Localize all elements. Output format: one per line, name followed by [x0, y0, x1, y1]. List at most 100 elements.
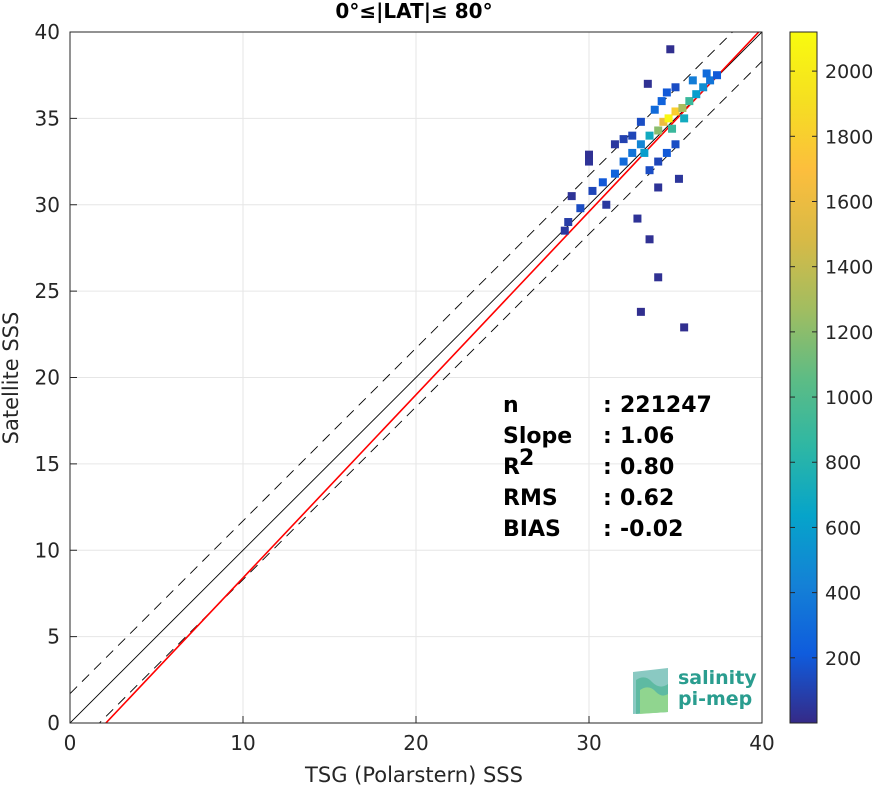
density-cell [688, 76, 697, 85]
stat-label-superscript: 2 [519, 446, 534, 471]
stat-value: 221247 [620, 393, 712, 418]
y-tick-label: 25 [35, 279, 60, 303]
density-cell [628, 148, 637, 157]
density-cell [671, 107, 680, 116]
logo-line2: pi-mep [678, 688, 752, 710]
density-cell [671, 83, 680, 92]
stat-value: 1.06 [620, 424, 674, 449]
colorbar-tick-label: 200 [825, 648, 861, 670]
colorbar-tick-label: 1800 [825, 126, 873, 148]
colorbar-tick-label: 600 [825, 517, 861, 539]
x-tick-label: 30 [576, 731, 601, 755]
logo-line1: salinity [678, 667, 757, 689]
density-cell [619, 157, 628, 166]
colorbar-tick-label: 400 [825, 583, 861, 605]
density-cell [585, 157, 593, 166]
density-cell [643, 79, 652, 88]
density-cell [654, 183, 663, 192]
density-cell [706, 76, 715, 85]
density-cell [636, 117, 645, 126]
colorbar-tick-label: 2000 [825, 61, 873, 83]
y-tick-label: 35 [35, 106, 60, 130]
y-tick-label: 20 [35, 366, 60, 390]
stat-label: R [503, 455, 520, 480]
density-cell [633, 214, 642, 223]
density-cell [610, 169, 619, 178]
density-cell [585, 150, 593, 159]
colorbar-tick-label: 1200 [825, 322, 873, 344]
x-axis-label: TSG (Polarstern) SSS [304, 763, 523, 787]
reference-line--2-sigma [98, 61, 762, 723]
y-tick-label: 15 [35, 452, 60, 476]
y-tick-label: 5 [47, 625, 60, 649]
density-cell [636, 140, 645, 149]
density-points [560, 45, 722, 332]
y-tick-label: 10 [35, 538, 60, 562]
density-cell [560, 226, 569, 235]
y-tick-label: 0 [47, 711, 60, 735]
density-cell [680, 114, 689, 123]
density-cell [659, 117, 668, 126]
stat-value: 0.62 [620, 486, 674, 511]
stat-separator: : [603, 455, 612, 480]
density-cell [671, 140, 680, 149]
reference-line--2-sigma [70, 32, 734, 694]
colorbar: 200 400 600 800 1000 1200 1400 1600 1800 2000 [789, 31, 873, 724]
colorbar-tick-label: 1600 [825, 191, 873, 213]
stat-value: -0.02 [620, 517, 683, 542]
colorbar-tick-label: 1000 [825, 387, 873, 409]
density-cell [636, 307, 645, 316]
logo-icon [633, 668, 668, 714]
colorbar-gradient [789, 31, 818, 724]
density-cell [650, 105, 659, 114]
stat-label: n [503, 393, 519, 418]
density-cell [619, 135, 628, 144]
colorbar-tick-label: 800 [825, 452, 861, 474]
density-cell [674, 174, 683, 183]
density-cell [645, 131, 654, 140]
density-cell [564, 218, 573, 227]
density-cell [662, 148, 671, 157]
density-cell [628, 131, 637, 140]
stat-label: BIAS [503, 517, 561, 542]
x-tick-label: 0 [64, 731, 77, 755]
salinity-pi-mep-logo: salinity pi-mep [633, 667, 757, 714]
y-axis-label: Satellite SSS [0, 312, 23, 445]
density-cell [567, 192, 576, 201]
density-cell [657, 97, 666, 106]
density-cell [654, 273, 663, 282]
y-tick-label: 40 [35, 20, 60, 44]
density-cell [662, 88, 671, 97]
stat-label: RMS [503, 486, 558, 511]
density-cell [602, 200, 611, 209]
stat-separator: : [603, 393, 612, 418]
stat-separator: : [603, 424, 612, 449]
density-cell [588, 186, 597, 195]
density-cell [645, 166, 654, 175]
x-tick-label: 20 [403, 731, 428, 755]
reference-line-1-1 [70, 32, 762, 723]
density-cell [610, 140, 619, 149]
density-cell [668, 124, 677, 133]
density-cell [692, 90, 701, 99]
stat-separator: : [603, 486, 612, 511]
density-cell [666, 45, 675, 54]
x-axis-ticks: 0 10 20 30 40 [64, 716, 775, 755]
density-cell [680, 323, 689, 332]
density-cell [664, 114, 673, 123]
density-cell [678, 104, 687, 113]
density-cell [654, 157, 663, 166]
density-cell [598, 178, 607, 187]
density-cell [576, 204, 585, 213]
y-axis-ticks: 0 5 10 15 20 25 30 35 40 [35, 20, 77, 735]
x-tick-label: 40 [749, 731, 774, 755]
density-cell [654, 126, 663, 135]
chart-title: 0°≤|LAT|≤ 80° [335, 0, 492, 23]
density-cell [645, 235, 654, 244]
density-cell [640, 148, 649, 157]
density-cell [713, 71, 722, 80]
density-cell [685, 97, 694, 106]
x-tick-label: 10 [230, 731, 255, 755]
